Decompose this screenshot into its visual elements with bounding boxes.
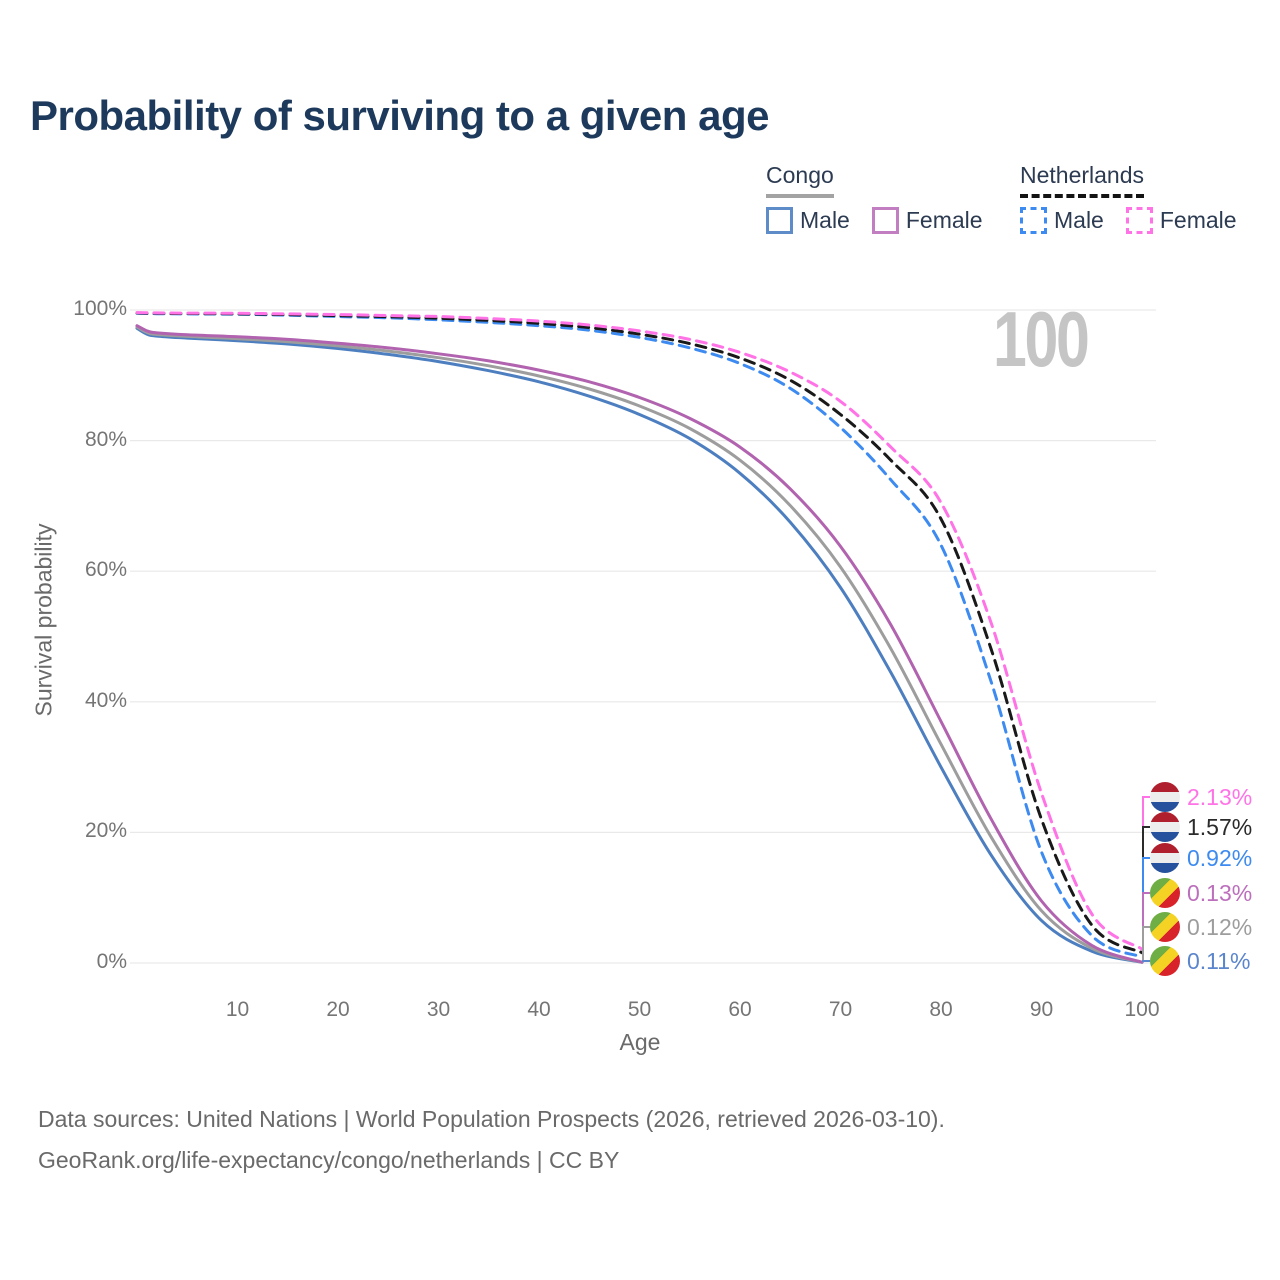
age-counter-watermark: 100 <box>993 295 1090 383</box>
end-label: 0.11% <box>1150 946 1251 976</box>
congo-flag-icon <box>1150 912 1180 942</box>
footer-data-sources: Data sources: United Nations | World Pop… <box>38 1106 945 1132</box>
end-label: 2.13% <box>1150 782 1252 812</box>
end-label-value: 2.13% <box>1187 783 1253 810</box>
end-label-value: 0.13% <box>1187 879 1253 906</box>
end-label-value: 0.12% <box>1187 913 1253 940</box>
end-label: 1.57% <box>1150 812 1252 842</box>
y-axis-title: Survival probability <box>30 523 57 717</box>
y-tick-label: 80% <box>84 427 127 451</box>
y-tick-label: 20% <box>84 819 127 843</box>
curve-congo-male <box>135 326 1144 964</box>
curve-netherlands-male <box>135 311 1144 959</box>
x-tick-label: 30 <box>426 998 451 1021</box>
legend-label-netherlands-female: Female <box>1159 207 1237 233</box>
legend-item-netherlands-male[interactable]: Male <box>1020 207 1104 234</box>
footer-attribution: GeoRank.org/life-expectancy/congo/nether… <box>38 1147 620 1173</box>
netherlands-flag-icon <box>1150 812 1180 842</box>
end-label-leader-line <box>1142 826 1150 953</box>
x-tick-label: 40 <box>527 998 551 1021</box>
congo-flag-icon <box>1150 946 1180 976</box>
end-label-value: 0.92% <box>1187 844 1253 871</box>
x-tick-label: 100 <box>1124 998 1160 1021</box>
curve-congo-both <box>135 325 1144 964</box>
end-label-leader-line <box>1142 960 1150 963</box>
legend-congo-items: Male Female <box>766 207 983 234</box>
end-label-leader-line <box>1142 926 1150 963</box>
legend-netherlands-items: Male Female <box>1020 207 1237 234</box>
legend-item-netherlands-female[interactable]: Female <box>1125 207 1237 234</box>
end-label-value: 1.57% <box>1187 813 1253 840</box>
end-label-leader-line <box>1142 857 1150 957</box>
congo-flag-icon <box>1150 878 1180 908</box>
y-tick-label: 0% <box>96 950 127 973</box>
legend-label-congo-female: Female <box>905 207 983 233</box>
legend-item-congo-male[interactable]: Male <box>766 207 850 234</box>
legend-item-congo-female[interactable]: Female <box>871 207 983 234</box>
end-label-value: 0.11% <box>1187 947 1251 974</box>
congo-female-checkbox-icon[interactable] <box>871 207 899 234</box>
end-label: 0.12% <box>1150 912 1252 942</box>
y-tick-label: 100% <box>73 297 127 320</box>
netherlands-flag-icon <box>1150 782 1180 812</box>
x-tick-label: 80 <box>929 998 953 1021</box>
x-tick-label: 70 <box>828 998 853 1021</box>
x-tick-label: 10 <box>225 998 250 1021</box>
chart-title: Probability of surviving to a given age <box>30 92 769 139</box>
legend-group-congo: Congo Male Female <box>766 162 983 234</box>
netherlands-male-checkbox-icon[interactable] <box>1020 207 1047 234</box>
legend-netherlands-title: Netherlands <box>1020 162 1145 198</box>
x-tick-label: 20 <box>326 998 350 1021</box>
netherlands-flag-icon <box>1150 843 1180 873</box>
x-axis-title: Age <box>619 1029 661 1055</box>
curve-congo-female <box>135 324 1144 964</box>
end-label: 0.92% <box>1150 843 1252 873</box>
y-tick-label: 40% <box>84 688 127 712</box>
y-tick-label: 60% <box>84 558 127 582</box>
legend-group-netherlands: Netherlands Male Female <box>1020 162 1237 234</box>
x-tick-label: 90 <box>1029 998 1054 1021</box>
legend-label-congo-male: Male <box>800 207 850 233</box>
curve-netherlands-both <box>135 311 1144 955</box>
x-tick-label: 50 <box>627 998 652 1021</box>
curve-netherlands-female <box>135 311 1144 951</box>
legend-congo-title: Congo <box>766 162 834 198</box>
end-label: 0.13% <box>1150 878 1252 908</box>
legend-label-netherlands-male: Male <box>1054 207 1104 233</box>
netherlands-female-checkbox-icon[interactable] <box>1125 207 1153 234</box>
congo-male-checkbox-icon[interactable] <box>766 207 793 234</box>
x-tick-label: 60 <box>728 998 752 1021</box>
